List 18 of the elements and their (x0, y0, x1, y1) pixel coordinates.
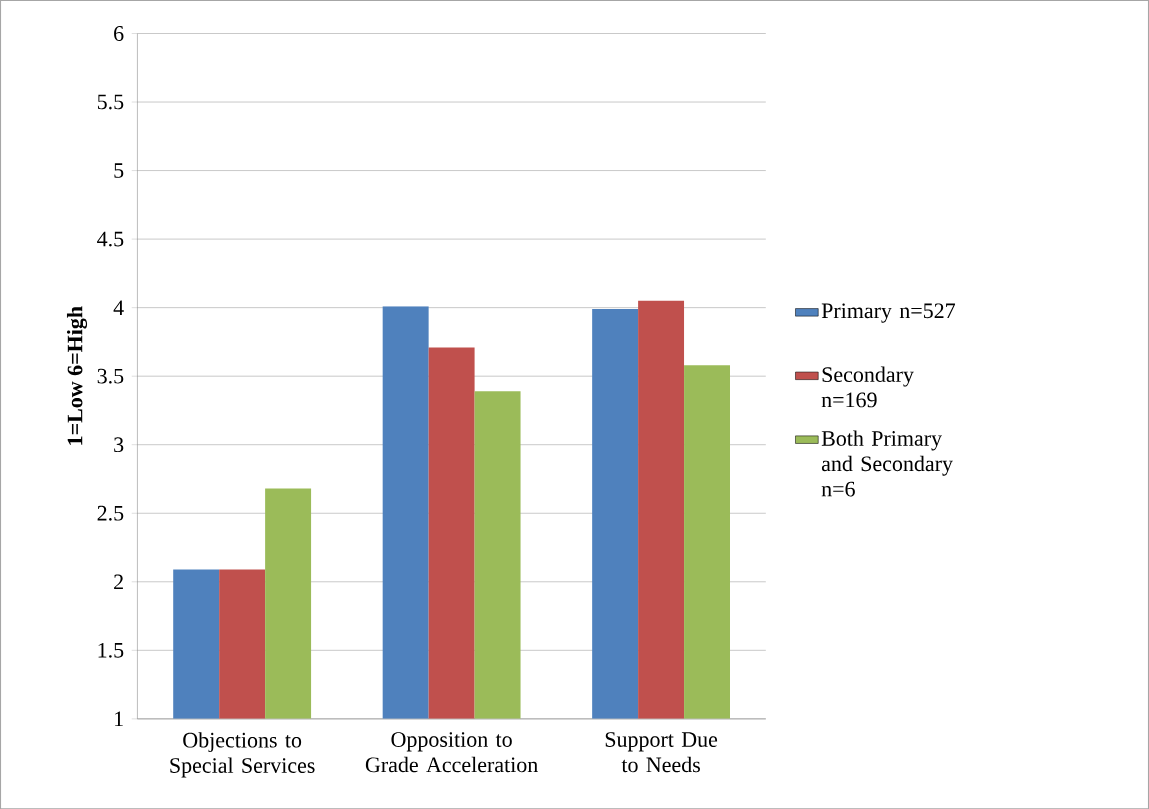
y-tick-label: 4.5 (97, 231, 124, 247)
legend-label: Secondary n=169 (821, 366, 914, 408)
y-tick-label: 2 (114, 574, 123, 589)
y-tick-label: 1 (115, 711, 123, 726)
y-tick-label: 3 (114, 437, 124, 452)
y-tick-label: 1.5 (98, 642, 124, 658)
x-tick-label: Objections to Special Services (170, 731, 315, 778)
y-tick-label: 6 (114, 25, 124, 41)
y-tick-label: 5 (114, 163, 124, 178)
y-axis-title: 1=Low 6=High (66, 306, 88, 445)
y-tick-label: 5.5 (97, 94, 124, 110)
x-tick-label: Opposition to Grade Acceleration (365, 731, 538, 773)
x-tick-label: Support Due to Needs (605, 731, 718, 773)
y-tick-label: 3.5 (97, 368, 124, 384)
legend-label: Both Primary and Secondary n=6 (821, 430, 953, 497)
legend-label: Primary n=527 (821, 303, 956, 323)
y-tick-label: 2.5 (97, 505, 124, 521)
y-tick-label: 4 (113, 300, 124, 315)
